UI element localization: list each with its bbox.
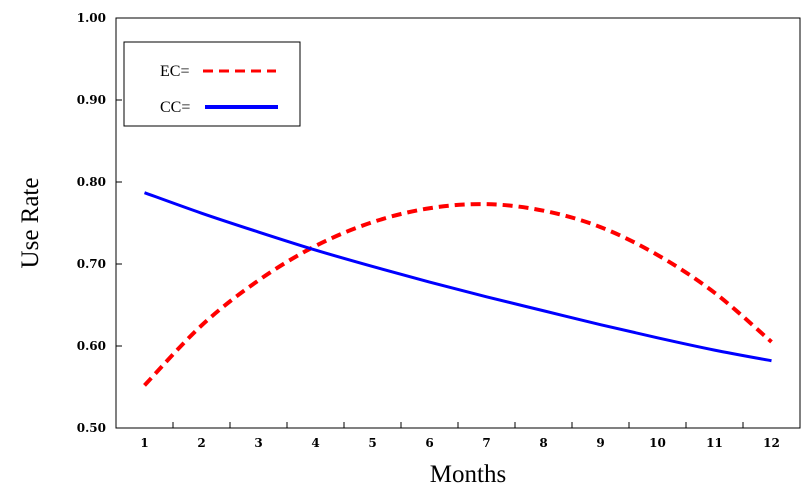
y-tick-label: 0.70 xyxy=(77,257,106,271)
y-tick-label: 1.00 xyxy=(77,11,106,25)
y-tick-label: 0.50 xyxy=(77,421,106,435)
x-tick-label: 10 xyxy=(649,436,666,450)
x-tick-label: 8 xyxy=(539,436,547,450)
x-tick-label: 3 xyxy=(254,436,262,450)
x-tick-label: 2 xyxy=(197,436,205,450)
series-line-cc xyxy=(143,191,772,363)
x-tick-label: 1 xyxy=(140,436,148,450)
x-axis: 1 2 3 4 5 6 7 8 9 10 11 12 xyxy=(115,422,801,450)
legend-label-ec: EC= xyxy=(160,63,189,80)
x-tick-label: 6 xyxy=(425,436,433,450)
y-tick-label: 0.80 xyxy=(77,175,106,189)
x-tick-label: 4 xyxy=(311,436,319,450)
series-layer xyxy=(143,191,773,387)
y-tick-label: 0.90 xyxy=(77,93,106,107)
x-tick-label: 9 xyxy=(596,436,604,450)
x-axis-title: Months xyxy=(430,461,506,488)
x-tick-label: 12 xyxy=(763,436,780,450)
legend-box xyxy=(123,41,301,127)
x-tick-label: 11 xyxy=(706,436,723,450)
y-axis: 0.50 0.60 0.70 0.80 0.90 1.00 xyxy=(77,11,122,435)
y-axis-title: Use Rate xyxy=(17,178,44,269)
legend-label-cc: CC= xyxy=(160,99,190,116)
legend: EC= CC= xyxy=(123,41,301,127)
x-tick-label: 7 xyxy=(482,436,490,450)
series-line-ec xyxy=(143,202,773,387)
y-tick-label: 0.60 xyxy=(77,339,106,353)
x-tick-label: 5 xyxy=(368,436,376,450)
